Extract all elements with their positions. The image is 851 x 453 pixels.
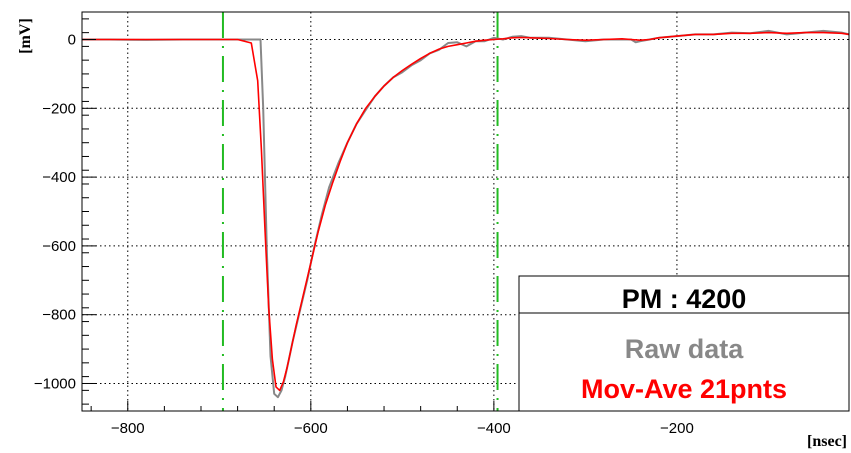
y-tick-label: −1000 — [34, 375, 76, 392]
x-tick-label: −800 — [111, 420, 145, 437]
x-axis-title: [nsec] — [807, 433, 847, 450]
series-line-1 — [82, 31, 850, 392]
x-tick-label: −600 — [294, 420, 328, 437]
y-tick-label: 0 — [68, 32, 76, 49]
x-tick-label: −400 — [477, 420, 511, 437]
y-tick-label: −600 — [42, 238, 76, 255]
x-tick-label: −200 — [660, 420, 694, 437]
y-tick-label: −200 — [42, 100, 76, 117]
legend-box — [518, 275, 850, 412]
legend-entry-raw-data: Raw data — [625, 334, 745, 364]
y-tick-label: −800 — [42, 307, 76, 324]
legend: PM : 4200 Raw data Mov-Ave 21pnts — [518, 275, 850, 412]
y-tick-label: −400 — [42, 169, 76, 186]
y-axis-title: [mV] — [17, 18, 34, 54]
legend-entry-mov-ave: Mov-Ave 21pnts — [581, 374, 787, 404]
series-lines — [82, 29, 850, 399]
legend-title: PM : 4200 — [622, 284, 747, 314]
axis-ticks: −800 −600 −400 −200 0 −200 −400 −600 −800 −1000 — [34, 18, 824, 437]
window-markers — [221, 12, 499, 411]
